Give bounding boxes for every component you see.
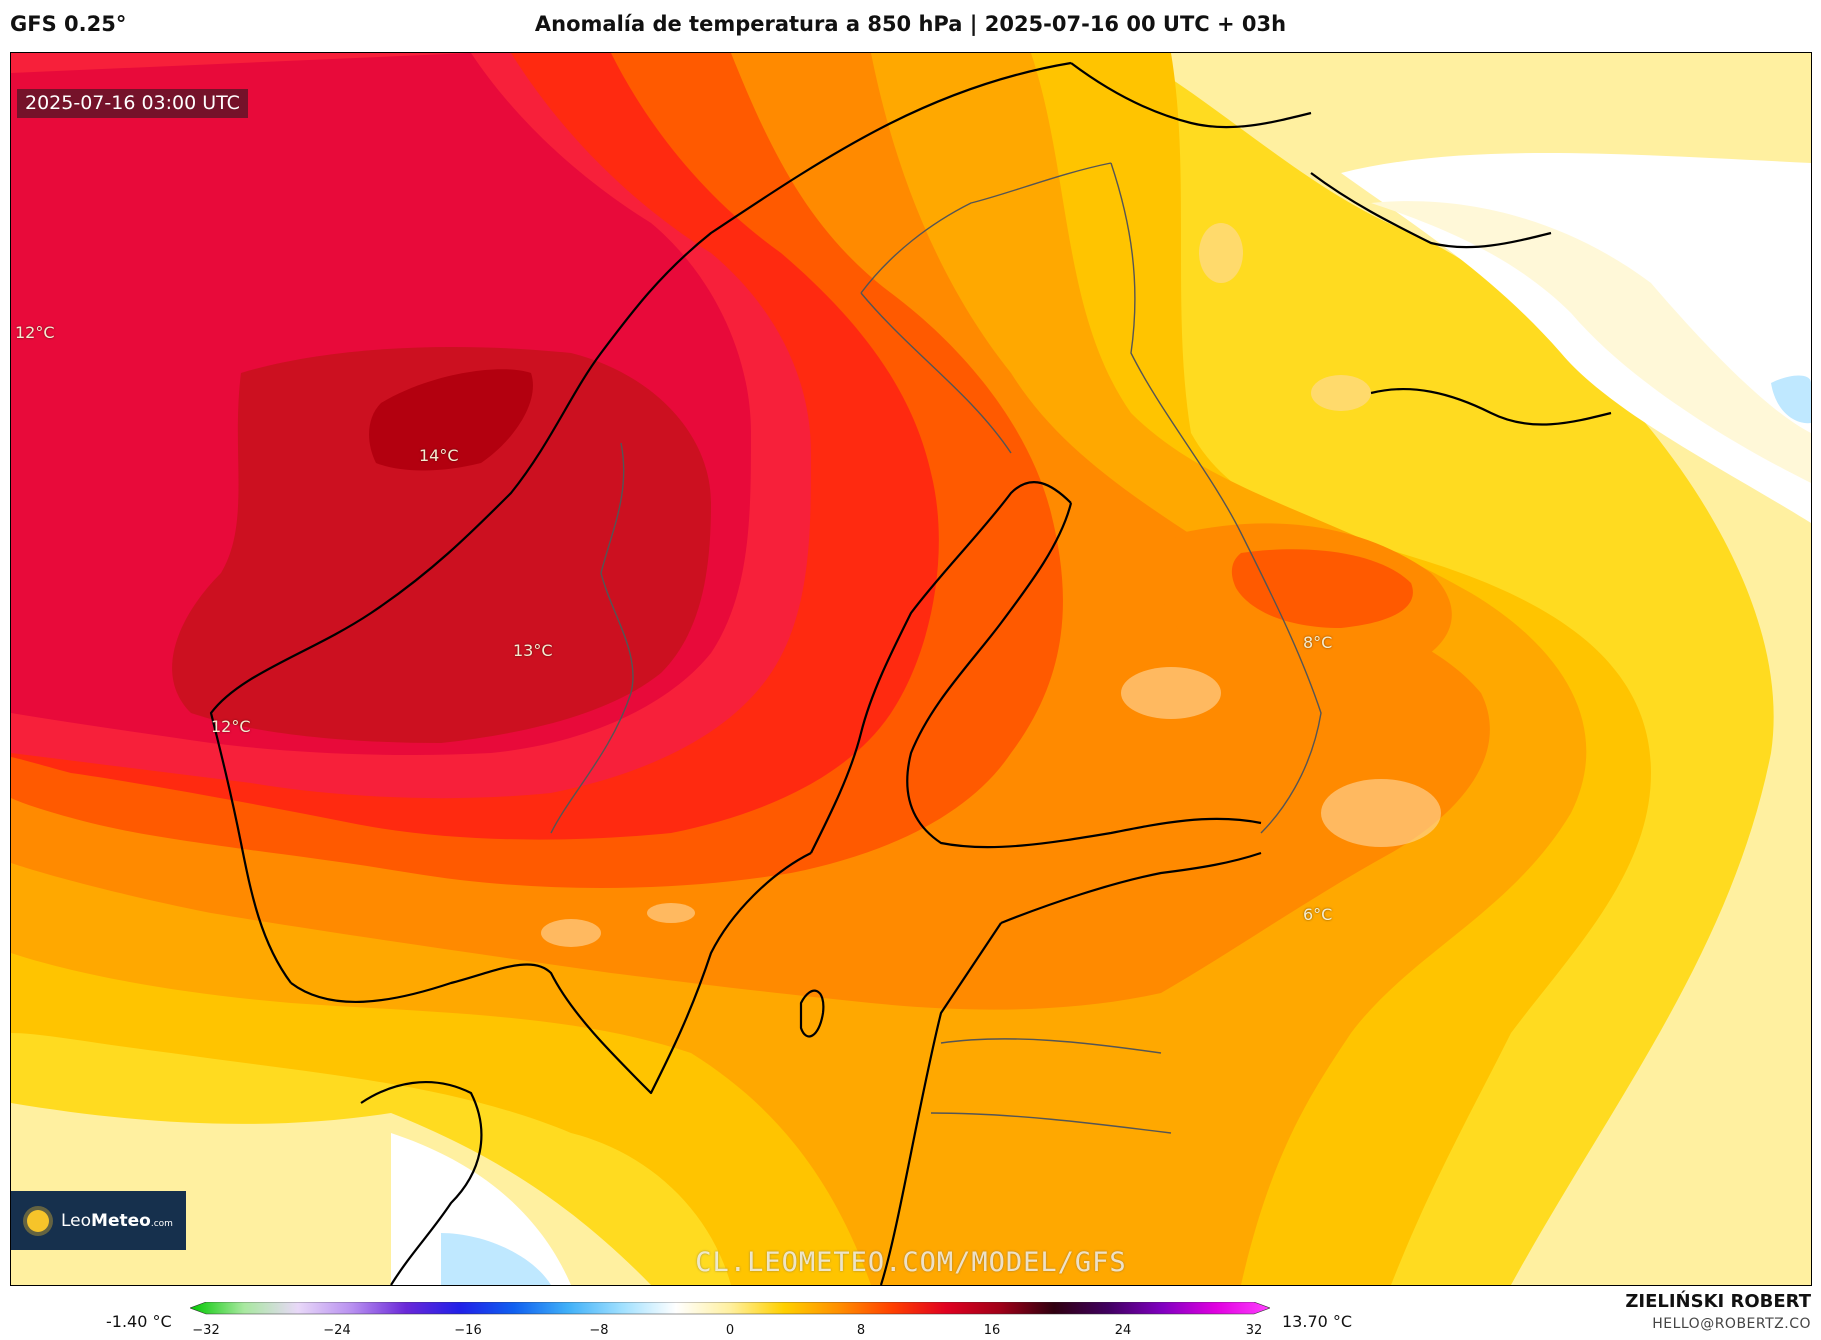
baltic-east bbox=[879, 922, 1002, 1285]
isotherm-label-13: 13°C bbox=[513, 641, 553, 660]
colorbar-ticks: −32 −24 −16 −8 0 8 16 24 32 bbox=[192, 1323, 1262, 1338]
band-dark-red bbox=[172, 347, 712, 743]
gulf-finland-south bbox=[1000, 851, 1262, 925]
band-white-ne bbox=[1341, 153, 1811, 523]
isotherm-label-6: 6°C bbox=[1303, 905, 1333, 924]
russia-north bbox=[1370, 387, 1612, 426]
white-sea bbox=[1310, 172, 1552, 249]
isotherm-label-14: 14°C bbox=[419, 446, 459, 465]
border-baltics bbox=[930, 1038, 1172, 1134]
color-scale: −32 −24 −16 −8 0 8 16 24 32 bbox=[190, 1302, 1270, 1338]
kola-coast bbox=[1070, 62, 1312, 129]
isotherm-label-12-west: 12°C bbox=[15, 323, 55, 342]
colorbar-tick-label: −32 bbox=[192, 1323, 219, 1338]
author-name: ZIELIŃSKI ROBERT bbox=[1625, 1291, 1811, 1312]
border-no-fi bbox=[860, 162, 1112, 294]
border-se-fi bbox=[860, 292, 1012, 454]
colorbar-tick-label: 24 bbox=[1115, 1323, 1132, 1338]
valid-time-badge: 2025-07-16 03:00 UTC bbox=[17, 89, 248, 118]
field-min-value: -1.40 °C bbox=[106, 1312, 172, 1331]
sweden-coast bbox=[290, 852, 812, 1095]
model-name: GFS 0.25° bbox=[10, 12, 127, 36]
colorbar-tick-label: 32 bbox=[1246, 1323, 1263, 1338]
band-cream-ne bbox=[1371, 201, 1811, 484]
lakes bbox=[541, 223, 1441, 947]
band-white-sw bbox=[391, 1133, 571, 1285]
border-no-se bbox=[550, 442, 634, 834]
coastline bbox=[209, 61, 1612, 1285]
colorbar-bar bbox=[190, 1302, 1270, 1315]
map-title: Anomalía de temperatura a 850 hPa | 2025… bbox=[534, 12, 1287, 36]
colorbar-tick-label: −16 bbox=[454, 1323, 481, 1338]
gotland bbox=[799, 989, 825, 1038]
denmark bbox=[360, 1081, 483, 1285]
band-lightblue-ne bbox=[1771, 375, 1811, 424]
field-max-value: 13.70 °C bbox=[1282, 1312, 1353, 1331]
author-email[interactable]: HELLO@ROBERTZ.CO bbox=[1652, 1316, 1811, 1332]
finland-coast bbox=[906, 502, 1262, 849]
isotherm-label-12-coast: 12°C bbox=[211, 717, 251, 736]
sun-icon bbox=[27, 1209, 49, 1232]
bothnia-west bbox=[810, 481, 1072, 854]
colorbar-tick-label: 8 bbox=[857, 1323, 865, 1338]
country-borders bbox=[550, 162, 1322, 1134]
band-darkest bbox=[369, 369, 533, 471]
source-watermark: CL.LEOMETEO.COM/MODEL/GFS bbox=[695, 1247, 1127, 1278]
norway-coast bbox=[209, 61, 1072, 984]
band-east-core bbox=[1231, 549, 1413, 628]
colorbar-tick-label: −24 bbox=[323, 1323, 350, 1338]
border-fi-ru bbox=[1110, 162, 1322, 834]
colorbar-tick-label: −8 bbox=[589, 1323, 608, 1338]
isotherm-label-8: 8°C bbox=[1303, 633, 1333, 652]
leometeo-logo[interactable]: LeoMeteo.com bbox=[11, 1191, 186, 1250]
band-lightblue-sw bbox=[441, 1233, 551, 1285]
colorbar-tick-label: 16 bbox=[984, 1323, 1001, 1338]
logo-text: LeoMeteo.com bbox=[61, 1210, 173, 1231]
map-canvas: 2025-07-16 03:00 UTC 12°C 14°C 13°C 12°C… bbox=[10, 52, 1812, 1286]
anomaly-field bbox=[11, 53, 1811, 1285]
colorbar-tick-label: 0 bbox=[726, 1323, 734, 1338]
